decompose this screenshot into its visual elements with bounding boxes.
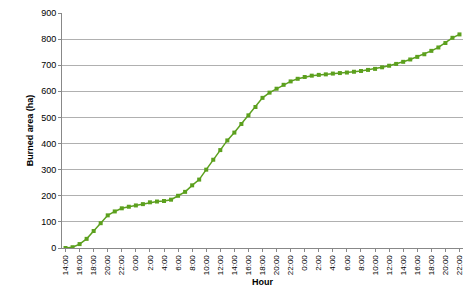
svg-text:12:00: 12:00	[385, 255, 394, 276]
svg-text:6:00: 6:00	[174, 255, 183, 271]
svg-text:18:00: 18:00	[258, 255, 267, 276]
svg-text:22:00: 22:00	[455, 255, 464, 276]
svg-text:2:00: 2:00	[146, 255, 155, 271]
svg-text:16:00: 16:00	[244, 255, 253, 276]
svg-text:22:00: 22:00	[117, 255, 126, 276]
svg-text:20:00: 20:00	[272, 255, 281, 276]
svg-text:900: 900	[41, 8, 56, 18]
svg-text:Hour: Hour	[252, 277, 273, 287]
svg-text:18:00: 18:00	[89, 255, 98, 276]
svg-text:4:00: 4:00	[328, 255, 337, 271]
svg-text:16:00: 16:00	[413, 255, 422, 276]
svg-text:8:00: 8:00	[188, 255, 197, 271]
svg-text:600: 600	[41, 86, 56, 96]
svg-text:10:00: 10:00	[371, 255, 380, 276]
svg-text:6:00: 6:00	[343, 255, 352, 271]
svg-text:2:00: 2:00	[314, 255, 323, 271]
svg-text:500: 500	[41, 113, 56, 123]
svg-text:200: 200	[41, 191, 56, 201]
svg-text:10:00: 10:00	[202, 255, 211, 276]
svg-text:800: 800	[41, 34, 56, 44]
svg-text:18:00: 18:00	[427, 255, 436, 276]
svg-text:0: 0	[51, 243, 56, 253]
svg-text:20:00: 20:00	[103, 255, 112, 276]
svg-text:0:00: 0:00	[131, 255, 140, 271]
svg-text:12:00: 12:00	[216, 255, 225, 276]
svg-text:400: 400	[41, 139, 56, 149]
svg-text:14:00: 14:00	[399, 255, 408, 276]
svg-text:14:00: 14:00	[61, 255, 70, 276]
svg-text:4:00: 4:00	[160, 255, 169, 271]
svg-text:Burned area (ha): Burned area (ha)	[25, 95, 35, 167]
svg-text:100: 100	[41, 217, 56, 227]
svg-text:22:00: 22:00	[286, 255, 295, 276]
svg-text:14:00: 14:00	[230, 255, 239, 276]
svg-text:0:00: 0:00	[300, 255, 309, 271]
svg-text:300: 300	[41, 165, 56, 175]
svg-text:20:00: 20:00	[441, 255, 450, 276]
svg-text:700: 700	[41, 60, 56, 70]
svg-text:16:00: 16:00	[75, 255, 84, 276]
svg-text:8:00: 8:00	[357, 255, 366, 271]
